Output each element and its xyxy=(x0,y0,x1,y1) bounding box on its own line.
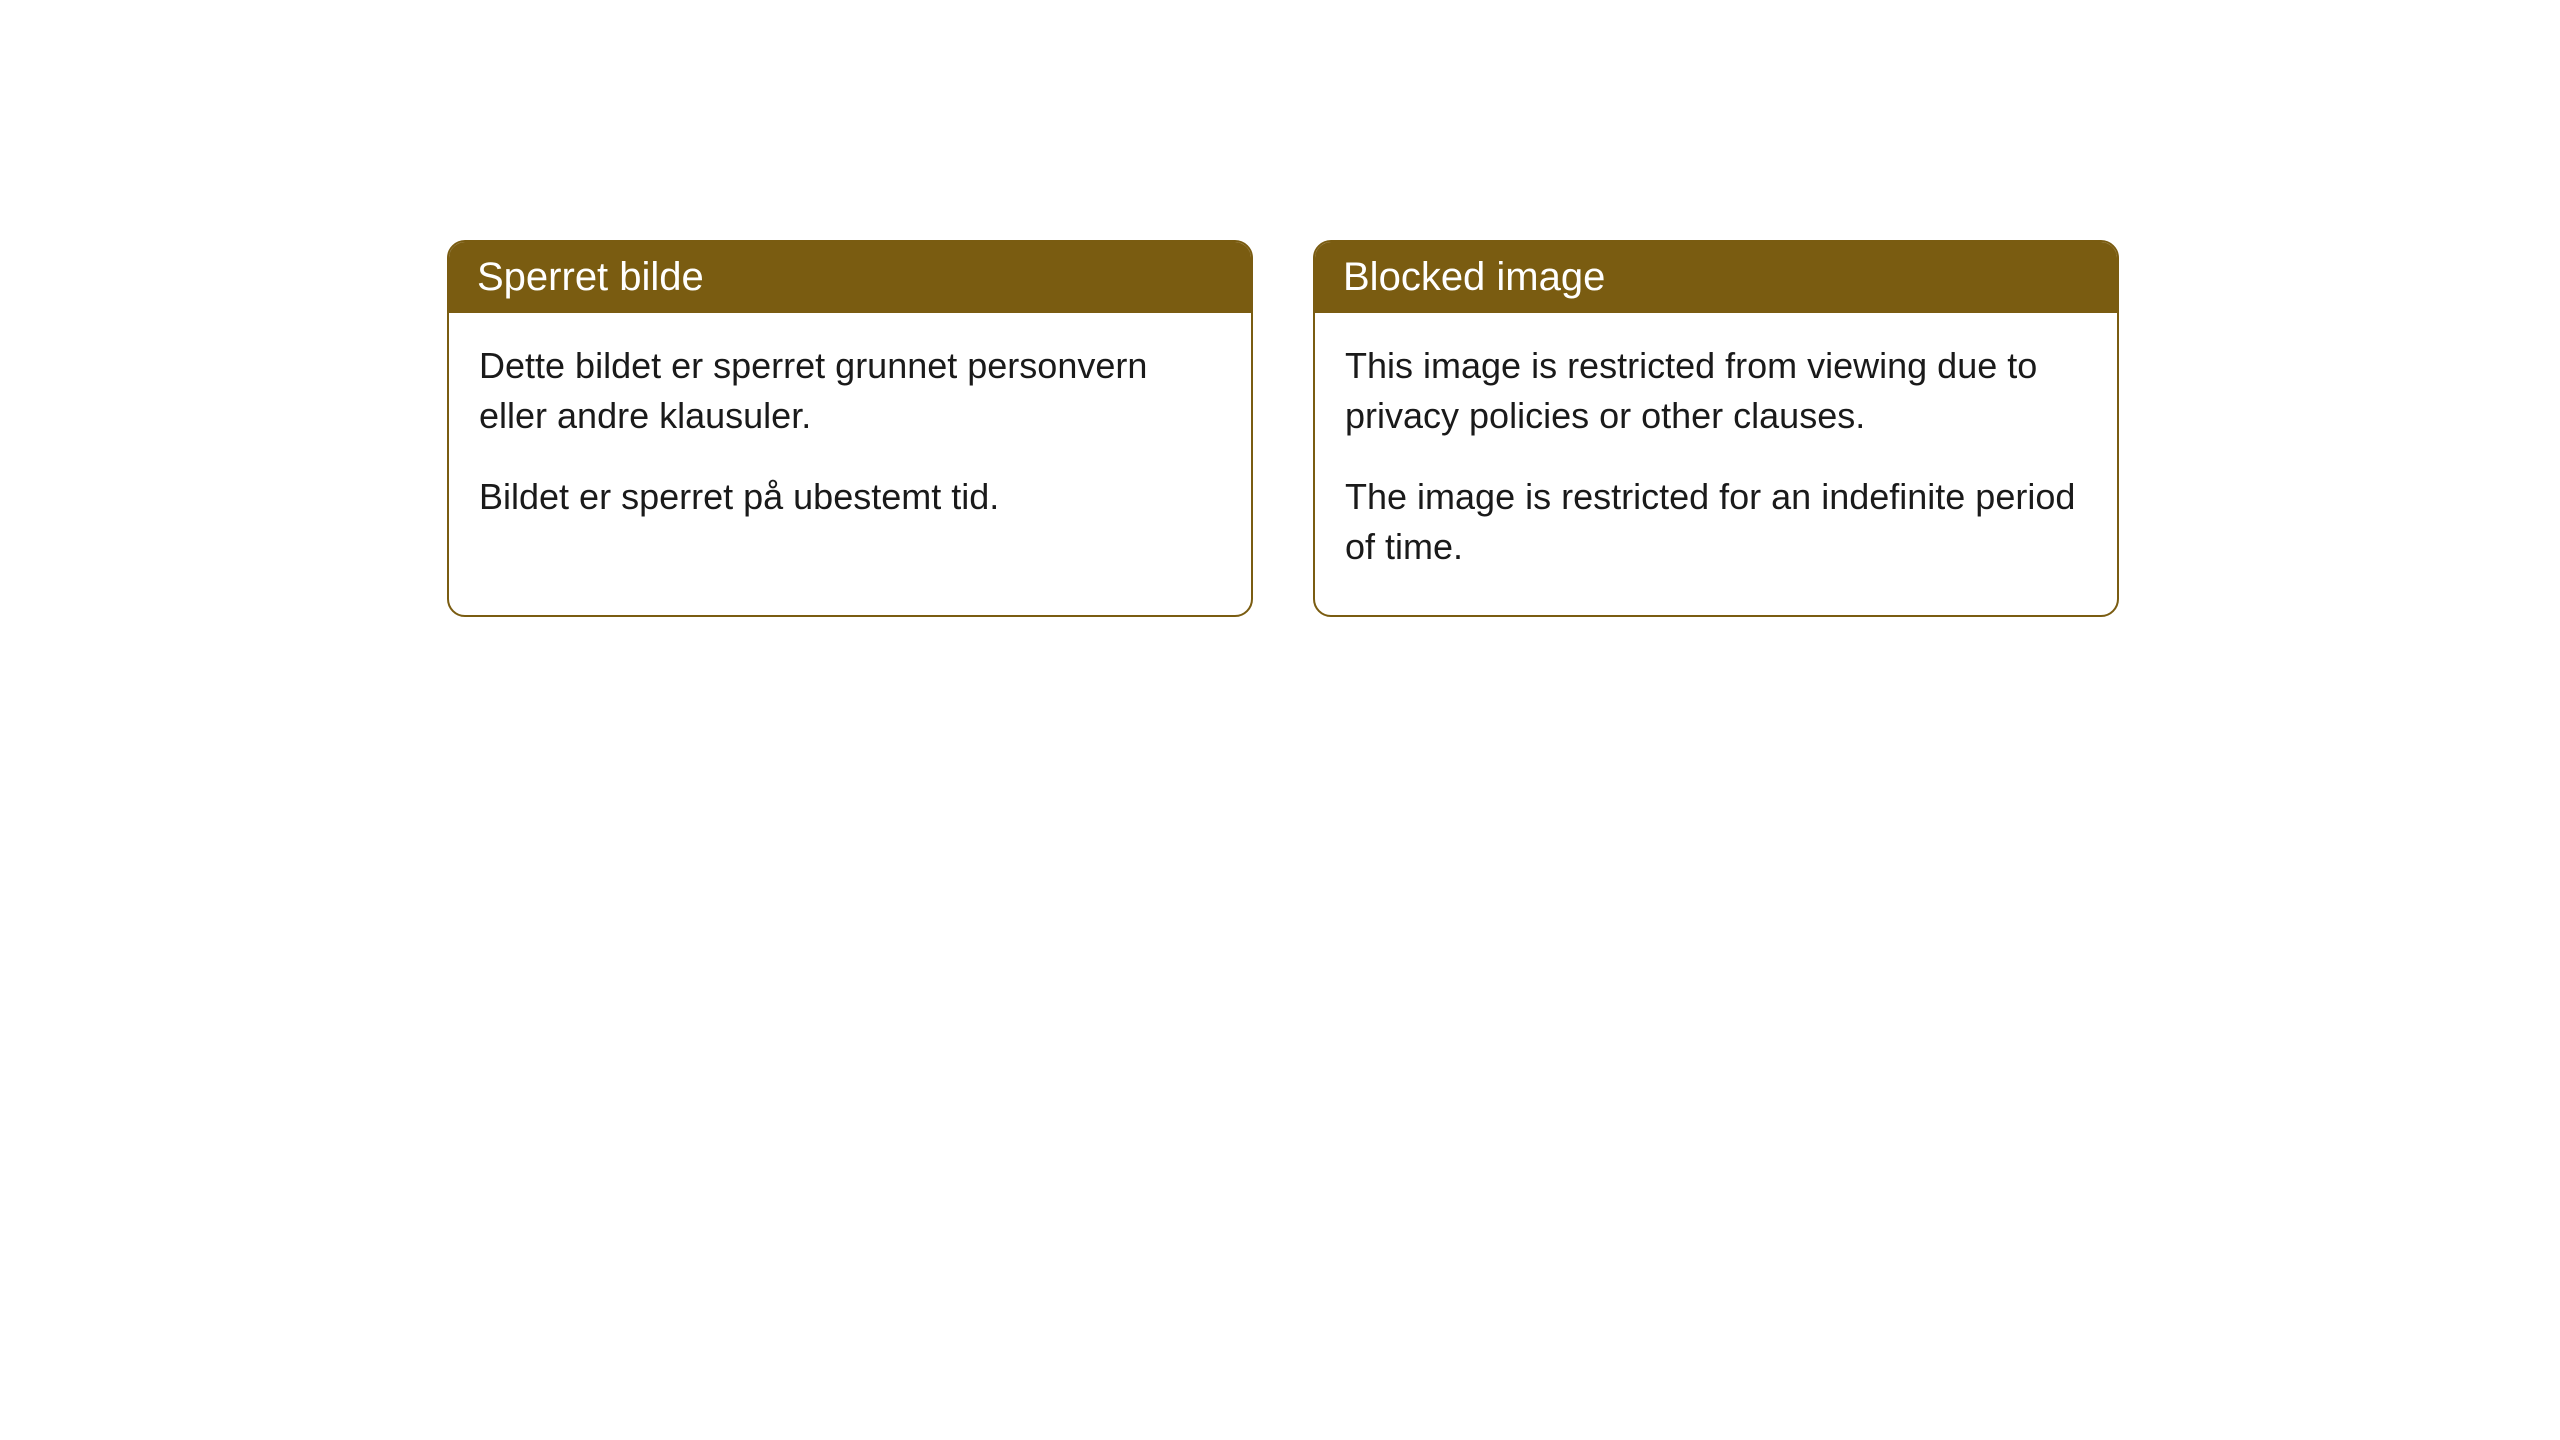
card-body-norwegian: Dette bildet er sperret grunnet personve… xyxy=(449,313,1251,564)
card-title: Sperret bilde xyxy=(477,255,704,299)
card-header-english: Blocked image xyxy=(1315,242,2117,313)
notice-cards-container: Sperret bilde Dette bildet er sperret gr… xyxy=(447,240,2560,617)
card-paragraph-2: The image is restricted for an indefinit… xyxy=(1345,472,2087,573)
card-paragraph-1: This image is restricted from viewing du… xyxy=(1345,341,2087,442)
card-title: Blocked image xyxy=(1343,255,1605,299)
card-paragraph-1: Dette bildet er sperret grunnet personve… xyxy=(479,341,1221,442)
blocked-image-card-norwegian: Sperret bilde Dette bildet er sperret gr… xyxy=(447,240,1253,617)
card-paragraph-2: Bildet er sperret på ubestemt tid. xyxy=(479,472,1221,522)
card-body-english: This image is restricted from viewing du… xyxy=(1315,313,2117,615)
blocked-image-card-english: Blocked image This image is restricted f… xyxy=(1313,240,2119,617)
card-header-norwegian: Sperret bilde xyxy=(449,242,1251,313)
